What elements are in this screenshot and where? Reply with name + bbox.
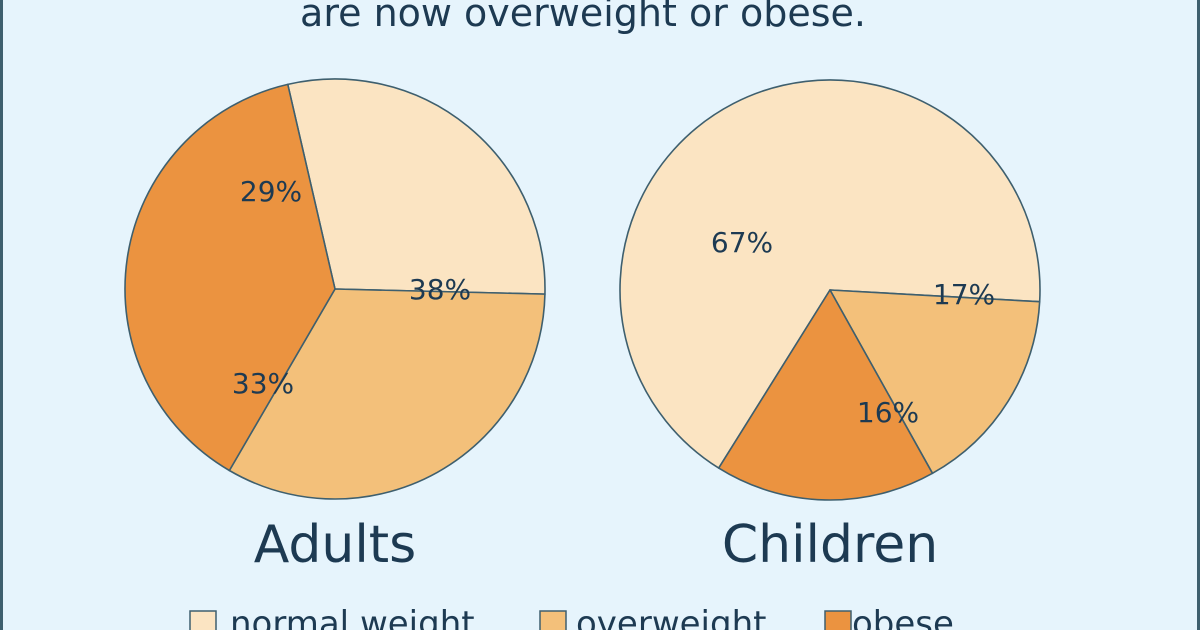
- adults-slice-overweight: [228, 288, 546, 500]
- legend: normal weight overweight obese: [189, 604, 954, 630]
- children-slice-obese: [717, 289, 934, 501]
- adults-slice-obese: [124, 83, 336, 472]
- children-label-normal-weight: 67%: [711, 226, 773, 259]
- legend-swatch-overweight: [539, 610, 567, 630]
- adults-label-overweight: 33%: [232, 367, 294, 400]
- legend-label-normal-weight: normal weight: [230, 604, 475, 630]
- legend-swatch-normal-weight: [189, 610, 217, 630]
- children-slice-normal-weight: [619, 79, 1041, 469]
- children-label-overweight: 16%: [857, 396, 919, 429]
- pies-group: 29% 33% 38% Adults 67% 16% 17% Children: [124, 78, 1041, 575]
- headline-text: are now overweight or obese.: [300, 0, 866, 35]
- legend-item-overweight: overweight: [539, 604, 766, 630]
- legend-label-obese: obese: [852, 604, 954, 630]
- adults-label-normal-weight: 29%: [240, 175, 302, 208]
- adults-label-obese: 38%: [409, 273, 471, 306]
- legend-label-overweight: overweight: [576, 604, 766, 630]
- adults-title: Adults: [254, 515, 417, 575]
- legend-swatch-obese: [824, 610, 852, 630]
- children-label-obese: 17%: [933, 278, 995, 311]
- adults-slice-normal-weight: [286, 78, 546, 295]
- children-slice-overweight: [829, 289, 1041, 475]
- legend-item-normal-weight: normal weight: [189, 604, 475, 630]
- children-title: Children: [722, 515, 938, 575]
- legend-item-obese: obese: [824, 604, 954, 630]
